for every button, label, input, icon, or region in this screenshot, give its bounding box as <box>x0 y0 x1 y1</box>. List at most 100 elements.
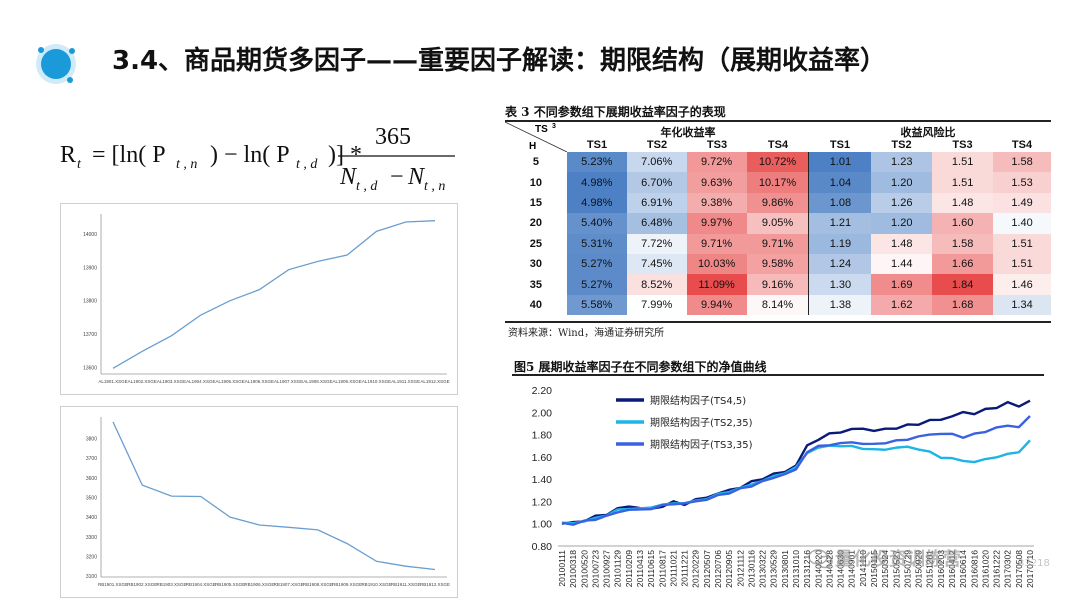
al-xtick: AL1910.XSGE <box>362 379 391 384</box>
column-header: TS4 <box>747 139 809 151</box>
nav-xtick: 20130116 <box>746 550 756 587</box>
formula-den-n1-sub: t , d <box>356 179 378 194</box>
return-cell: 7.45% <box>627 254 687 274</box>
al-series-line <box>113 221 435 369</box>
rb-xtick: RB1909.XSGE <box>332 582 362 587</box>
formula: R t = [ln( P t , n ) − ln( P t , d )] * … <box>60 120 490 200</box>
nav-ytick: 1.40 <box>532 474 553 486</box>
return-cell: 9.71% <box>747 234 809 254</box>
return-cell: 10.03% <box>687 254 747 274</box>
rb-ytick: 3800 <box>86 437 97 443</box>
row-header: 10 <box>505 172 567 192</box>
riskreturn-cell: 1.46 <box>993 274 1051 294</box>
rb-ytick: 3600 <box>86 476 97 482</box>
return-cell: 8.52% <box>627 274 687 294</box>
return-cell: 10.72% <box>747 152 809 172</box>
nav-xtick: 20160816 <box>969 550 979 588</box>
riskreturn-cell: 1.19 <box>809 234 871 254</box>
al-ytick: 13900 <box>83 265 97 271</box>
riskreturn-cell: 1.58 <box>932 234 993 254</box>
return-cell: 9.94% <box>687 295 747 315</box>
formula-lhs: R <box>60 142 76 168</box>
riskreturn-cell: 1.49 <box>993 193 1051 213</box>
return-cell: 5.23% <box>567 152 627 172</box>
nav-ytick: 1.60 <box>532 452 553 464</box>
return-cell: 5.27% <box>567 254 627 274</box>
riskreturn-cell: 1.51 <box>993 234 1051 254</box>
al-xtick: AL1905.XSGE <box>215 379 244 384</box>
al-ytick: 14000 <box>83 232 97 238</box>
riskreturn-cell: 1.40 <box>993 213 1051 233</box>
figure-title: 图5 展期收益率因子在不同参数组下的净值曲线 <box>514 358 767 375</box>
table-source: 资料来源：Wind，海通证券研究所 <box>508 324 664 339</box>
al-ytick: 13800 <box>83 299 97 305</box>
al-xtick: AL1911.XSGE <box>391 379 420 384</box>
watermark-id: 33218 <box>1018 558 1050 569</box>
nav-xtick: 20100318 <box>568 550 578 588</box>
formula-p1-sub: t , n <box>176 157 197 172</box>
al-xtick: AL1907.XSGE <box>274 379 303 384</box>
rb-xtick: RB1912.XSGE <box>420 582 450 587</box>
row-header: 40 <box>505 295 567 315</box>
return-cell: 6.70% <box>627 172 687 192</box>
al-ytick: 13600 <box>83 365 97 371</box>
row-header: 20 <box>505 213 567 233</box>
rb-xtick: RB1911.XSGE <box>391 582 421 587</box>
riskreturn-cell: 1.20 <box>871 172 932 192</box>
column-header: TS3 <box>932 139 993 151</box>
nav-xtick: 20170302 <box>1003 550 1013 588</box>
rb-ytick: 3400 <box>86 515 97 521</box>
column-header: TS2 <box>627 139 687 151</box>
nav-xtick: 20120507 <box>702 550 712 588</box>
return-cell: 8.14% <box>747 295 809 315</box>
al-xtick: AL1903.XSGE <box>157 379 186 384</box>
return-cell: 4.98% <box>567 193 627 213</box>
nav-ytick: 2.20 <box>532 385 553 397</box>
return-cell: 9.86% <box>747 193 809 213</box>
corner-top: TS <box>535 124 548 135</box>
return-cell: 9.72% <box>687 152 747 172</box>
al-xtick: AL1904.XSGE <box>186 379 215 384</box>
watermark-brand: 量化投资训练营 <box>835 545 961 571</box>
return-cell: 9.05% <box>747 213 809 233</box>
return-cell: 9.58% <box>747 254 809 274</box>
page-title: 3.4、商品期货多因子——重要因子解读：期限结构（展期收益率） <box>112 40 886 77</box>
al-xtick: AL1908.XSGE <box>303 379 332 384</box>
nav-xtick: 20130529 <box>769 550 779 588</box>
riskreturn-cell: 1.60 <box>932 213 993 233</box>
group-header-return: 年化收益率 <box>567 124 809 140</box>
logo-icon <box>32 40 80 88</box>
riskreturn-cell: 1.68 <box>932 295 993 315</box>
rb-ytick: 3100 <box>86 574 97 580</box>
riskreturn-cell: 1.44 <box>871 254 932 274</box>
rb-xtick: RB1903.XSGE <box>157 582 187 587</box>
nav-series-line <box>562 401 1030 524</box>
return-cell: 5.40% <box>567 213 627 233</box>
al-xtick: AL1902.XSGE <box>128 379 157 384</box>
riskreturn-cell: 1.62 <box>871 295 932 315</box>
riskreturn-cell: 1.66 <box>932 254 993 274</box>
legend-label: 期限结构因子(TS4,5) <box>650 394 746 407</box>
nav-xtick: 20161020 <box>980 550 990 588</box>
formula-den-minus: − <box>390 164 404 190</box>
nav-xtick: 20131010 <box>791 550 801 588</box>
return-cell: 7.06% <box>627 152 687 172</box>
row-header: 35 <box>505 274 567 294</box>
corner-sup: 3 <box>552 123 556 130</box>
return-cell: 9.38% <box>687 193 747 213</box>
nav-xtick: 20120905 <box>724 550 734 588</box>
formula-mid: ) − ln( P <box>210 142 290 168</box>
nav-xtick: 20101129 <box>613 550 623 587</box>
group-header-riskreturn: 收益风险比 <box>805 124 1051 140</box>
nav-xtick: 20100723 <box>590 550 600 588</box>
riskreturn-cell: 1.58 <box>993 152 1051 172</box>
riskreturn-cell: 1.23 <box>871 152 932 172</box>
